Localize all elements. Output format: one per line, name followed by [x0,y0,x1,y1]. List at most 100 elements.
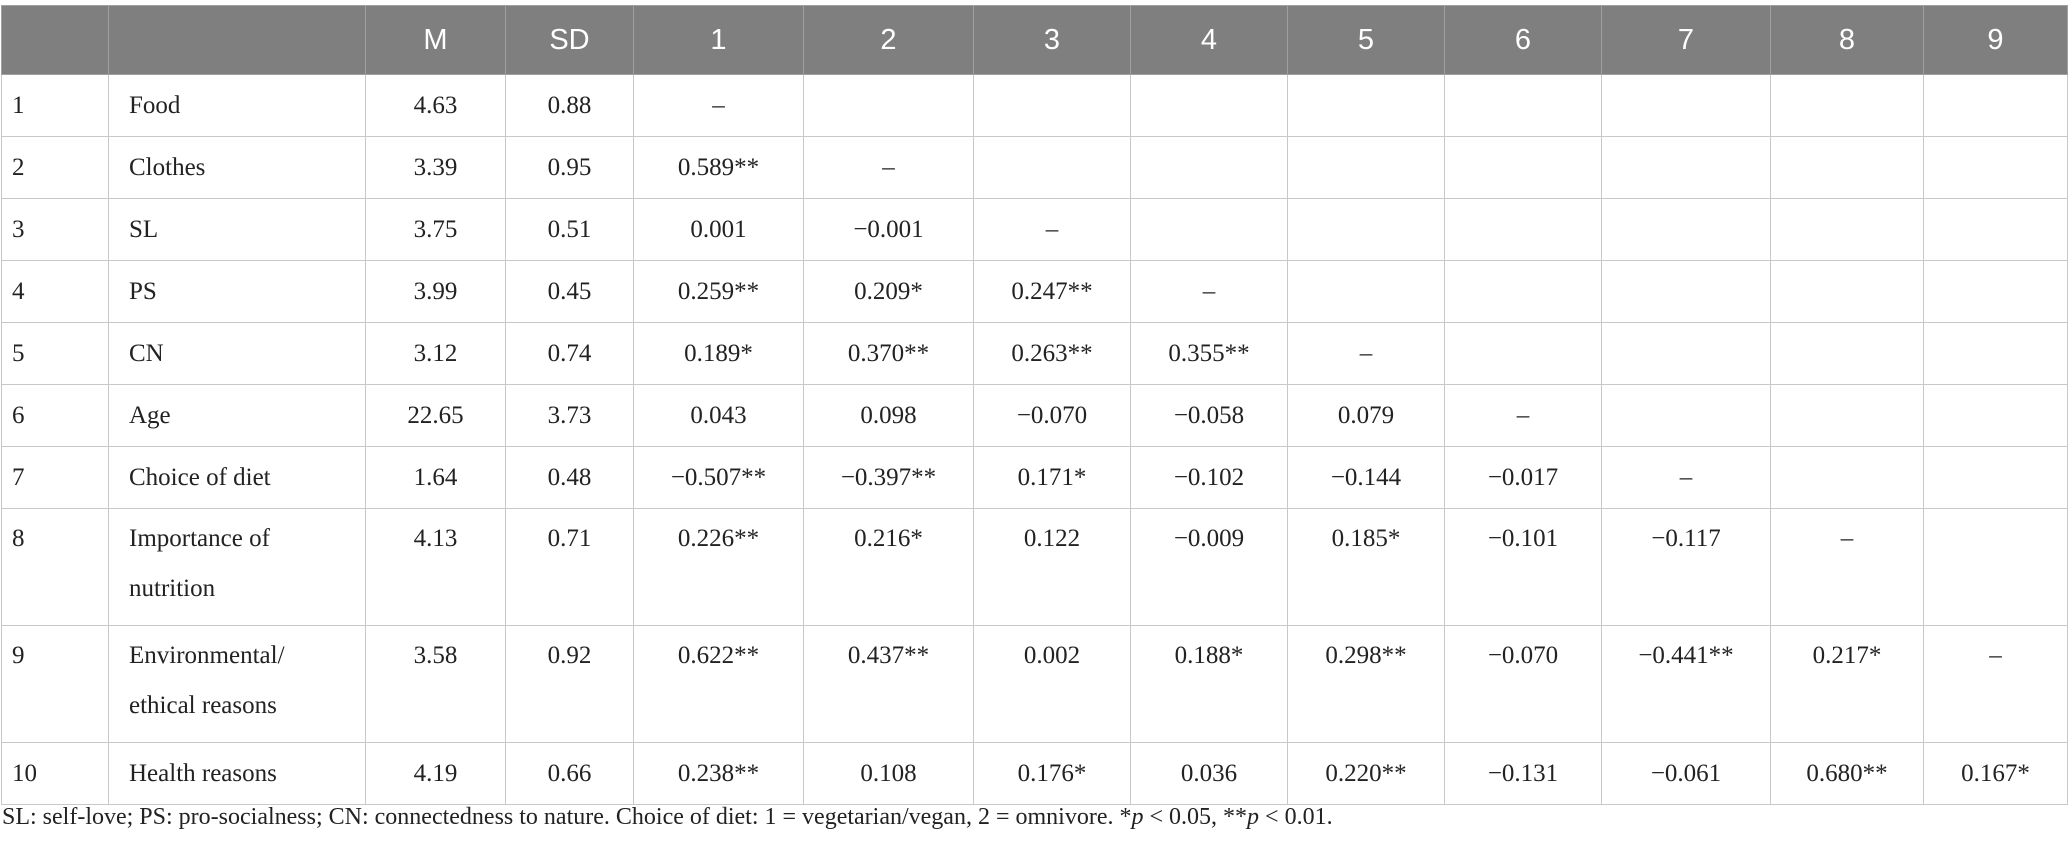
empty-cell [1923,260,2068,323]
row-index: 1 [1,74,109,137]
row-label: Choice of diet [108,446,366,509]
correlation-cell: 0.220** [1287,742,1445,805]
sd-cell: 0.45 [505,260,634,323]
correlation-cell: 0.217* [1770,625,1924,743]
correlation-cell: −0.001 [803,198,974,261]
mean-cell: 4.19 [365,742,506,805]
correlation-cell: – [1287,322,1445,385]
correlation-cell: −0.131 [1444,742,1602,805]
empty-cell [1770,74,1924,137]
sd-cell: 0.48 [505,446,634,509]
empty-cell [1287,74,1445,137]
correlation-cell: 0.437** [803,625,974,743]
correlation-cell: 0.108 [803,742,974,805]
header-row: M SD 1 2 3 4 5 6 7 8 9 [1,5,2068,75]
label-line: Environmental/ [129,642,285,669]
empty-cell [1601,74,1771,137]
mean-cell: 4.13 [365,508,506,626]
sd-cell: 0.71 [505,508,634,626]
header-cell: 5 [1287,5,1445,75]
table-row: 10 Health reasons 4.19 0.66 0.238** 0.108 0.17… [1,742,2068,805]
empty-cell [1444,74,1602,137]
empty-cell [1444,322,1602,385]
row-label: Importance of nutrition [108,508,366,626]
sd-cell: 0.92 [505,625,634,743]
correlation-cell: −0.009 [1130,508,1288,626]
empty-cell [1770,322,1924,385]
table-row: 2 Clothes 3.39 0.95 0.589** – [1,136,2068,199]
correlation-cell: 0.355** [1130,322,1288,385]
footnote-part: < 0.01. [1259,804,1333,830]
empty-cell [1601,136,1771,199]
header-cell: M [365,5,506,75]
correlation-cell: −0.117 [1601,508,1771,626]
empty-cell [1601,198,1771,261]
label-line: Clothes [129,153,206,181]
row-label: Clothes [108,136,366,199]
label-line: CN [129,339,164,367]
correlation-cell: – [1130,260,1288,323]
empty-cell [1923,322,2068,385]
label-line: PS [129,277,157,305]
correlation-cell: – [1923,625,2068,743]
header-cell: 4 [1130,5,1288,75]
header-cell: SD [505,5,634,75]
mean-cell: 3.39 [365,136,506,199]
label-line: Food [129,91,181,119]
table-row: 4 PS 3.99 0.45 0.259** 0.209* 0.247** – [1,260,2068,323]
correlation-cell: 0.263** [973,322,1131,385]
row-label: SL [108,198,366,261]
table-row: 7 Choice of diet 1.64 0.48 −0.507** −0.397** 0… [1,446,2068,509]
header-cell [108,5,366,75]
empty-cell [1923,446,2068,509]
row-index: 8 [1,508,109,626]
correlation-cell: −0.441** [1601,625,1771,743]
empty-cell [1130,198,1288,261]
header-cell: 7 [1601,5,1771,75]
correlation-table: M SD 1 2 3 4 5 6 7 8 9 1 Food 4.63 0.88–2 Clothes 3.39 0… [1,5,2068,805]
correlation-cell: – [633,74,804,137]
correlation-cell: −0.070 [973,384,1131,447]
correlation-cell: 0.238** [633,742,804,805]
sd-cell: 0.95 [505,136,634,199]
table-row: 6 Age 22.65 3.73 0.043 0.098 −0.070 −0.058 0.079… [1,384,2068,447]
table-row: 5 CN 3.12 0.74 0.189* 0.370** 0.263** 0.355** – [1,322,2068,385]
empty-cell [1130,136,1288,199]
footnote-part: SL: self-love; PS: pro-socialness; CN: c… [2,804,1132,830]
header-cell: 9 [1923,5,2068,75]
row-label: PS [108,260,366,323]
empty-cell [1287,136,1445,199]
correlation-cell: −0.397** [803,446,974,509]
row-index: 6 [1,384,109,447]
label-line: nutrition [129,575,216,602]
header-cell: 3 [973,5,1131,75]
correlation-cell: −0.070 [1444,625,1602,743]
correlation-cell: 0.188* [1130,625,1288,743]
sd-cell: 0.88 [505,74,634,137]
empty-cell [1770,136,1924,199]
correlation-cell: 0.079 [1287,384,1445,447]
label-line: SL [129,215,159,243]
row-index: 2 [1,136,109,199]
correlation-cell: 0.622** [633,625,804,743]
empty-cell [1130,74,1288,137]
row-index: 7 [1,446,109,509]
table-row: 9 Environmental/ethical reasons 3.58 0.92 0.… [1,625,2068,743]
correlation-cell: −0.507** [633,446,804,509]
mean-cell: 1.64 [365,446,506,509]
empty-cell [1444,136,1602,199]
correlation-cell: 0.226** [633,508,804,626]
footnote-part: p [1247,804,1260,830]
mean-cell: 3.99 [365,260,506,323]
row-label: Health reasons [108,742,366,805]
correlation-cell: −0.102 [1130,446,1288,509]
empty-cell [1444,198,1602,261]
table-row: 3 SL 3.75 0.51 0.001 −0.001– [1,198,2068,261]
correlation-cell: 0.171* [973,446,1131,509]
correlation-cell: – [973,198,1131,261]
empty-cell [1923,198,2068,261]
correlation-cell: – [1444,384,1602,447]
header-cell: 6 [1444,5,1602,75]
correlation-cell: 0.298** [1287,625,1445,743]
